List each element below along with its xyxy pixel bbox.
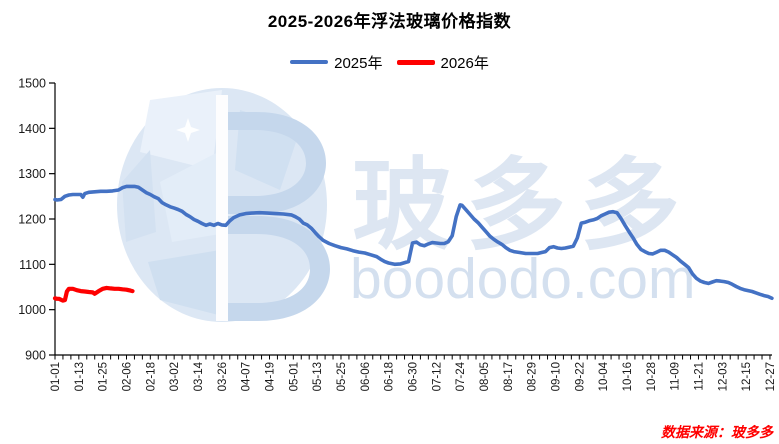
- legend-label-2026: 2026年: [440, 54, 489, 72]
- watermark-globe-facet: [122, 150, 156, 242]
- watermark-b-stem: [216, 95, 228, 321]
- chart-title: 2025-2026年浮法玻璃价格指数: [267, 12, 512, 31]
- watermark-globe-facet: [160, 150, 232, 242]
- x-tick-label: 03-14: [193, 361, 205, 391]
- watermark-sparkle-icon: [176, 118, 200, 142]
- legend-label-2025: 2025年: [334, 54, 383, 72]
- x-tick-label: 02-18: [145, 362, 157, 391]
- x-tick-label: 10-16: [622, 362, 634, 391]
- series-line-2026: [52, 285, 135, 303]
- x-tick-label: 10-04: [598, 361, 610, 391]
- x-tick-label: 04-07: [241, 362, 253, 391]
- x-tick-label: 02-06: [121, 362, 133, 391]
- x-tick-label: 06-18: [384, 362, 396, 391]
- x-tick-label: 07-12: [431, 362, 443, 391]
- y-tick-label: 900: [25, 349, 46, 363]
- x-tick-label: 12-27: [765, 362, 777, 391]
- x-tick-label: 01-25: [98, 362, 110, 391]
- x-tick-label: 03-26: [217, 362, 229, 391]
- legend-swatch-2026-line: [396, 59, 435, 65]
- y-tick-label: 1000: [18, 303, 46, 317]
- watermark-globe-facet: [148, 250, 230, 318]
- x-tick-label: 06-30: [407, 362, 419, 391]
- legend-swatch-2025-line: [290, 60, 329, 64]
- watermark-cn-text: 玻多多: [352, 150, 694, 262]
- y-tick-label: 1100: [19, 258, 46, 272]
- x-tick-label: 12-03: [717, 362, 729, 391]
- x-tick-label: 09-22: [574, 362, 586, 391]
- data-source-note: 数据来源：玻多多: [661, 424, 773, 440]
- x-tick-label: 09-10: [550, 362, 562, 391]
- x-tick-label: 10-28: [646, 362, 658, 391]
- x-tick-label: 08-29: [527, 362, 539, 391]
- x-tick-label: 05-25: [336, 362, 348, 391]
- y-tick-label: 1300: [18, 167, 46, 181]
- x-tick-label: 01-01: [50, 362, 62, 391]
- y-tick-label: 1400: [18, 122, 46, 136]
- series-line-2025: [53, 184, 774, 301]
- x-tick-label: 06-06: [360, 362, 372, 391]
- legend-item-2025: 2025年: [290, 52, 383, 73]
- x-tick-label: 12-15: [741, 362, 753, 391]
- x-tick-label: 04-19: [264, 362, 276, 391]
- x-tick-label: 11-09: [670, 362, 682, 391]
- x-tick-label: 08-17: [503, 362, 515, 391]
- watermark-domain-text: boododo.com: [350, 247, 695, 311]
- x-tick-label: 05-13: [312, 362, 324, 391]
- x-tick-label: 08-05: [479, 362, 491, 391]
- watermark-letter-b-lower: [228, 216, 330, 321]
- x-tick-label: 01-13: [74, 362, 86, 391]
- y-tick-label: 1500: [18, 77, 46, 91]
- watermark-letter-b-upper: [228, 112, 326, 214]
- legend: 2025年 2026年: [0, 52, 779, 72]
- y-tick-label: 1200: [18, 213, 46, 227]
- x-tick-label: 03-02: [169, 362, 181, 391]
- x-tick-label: 11-21: [693, 362, 705, 391]
- legend-item-2026: 2026年: [396, 52, 489, 73]
- x-tick-label: 05-01: [288, 362, 300, 391]
- x-tick-label: 07-24: [455, 361, 467, 391]
